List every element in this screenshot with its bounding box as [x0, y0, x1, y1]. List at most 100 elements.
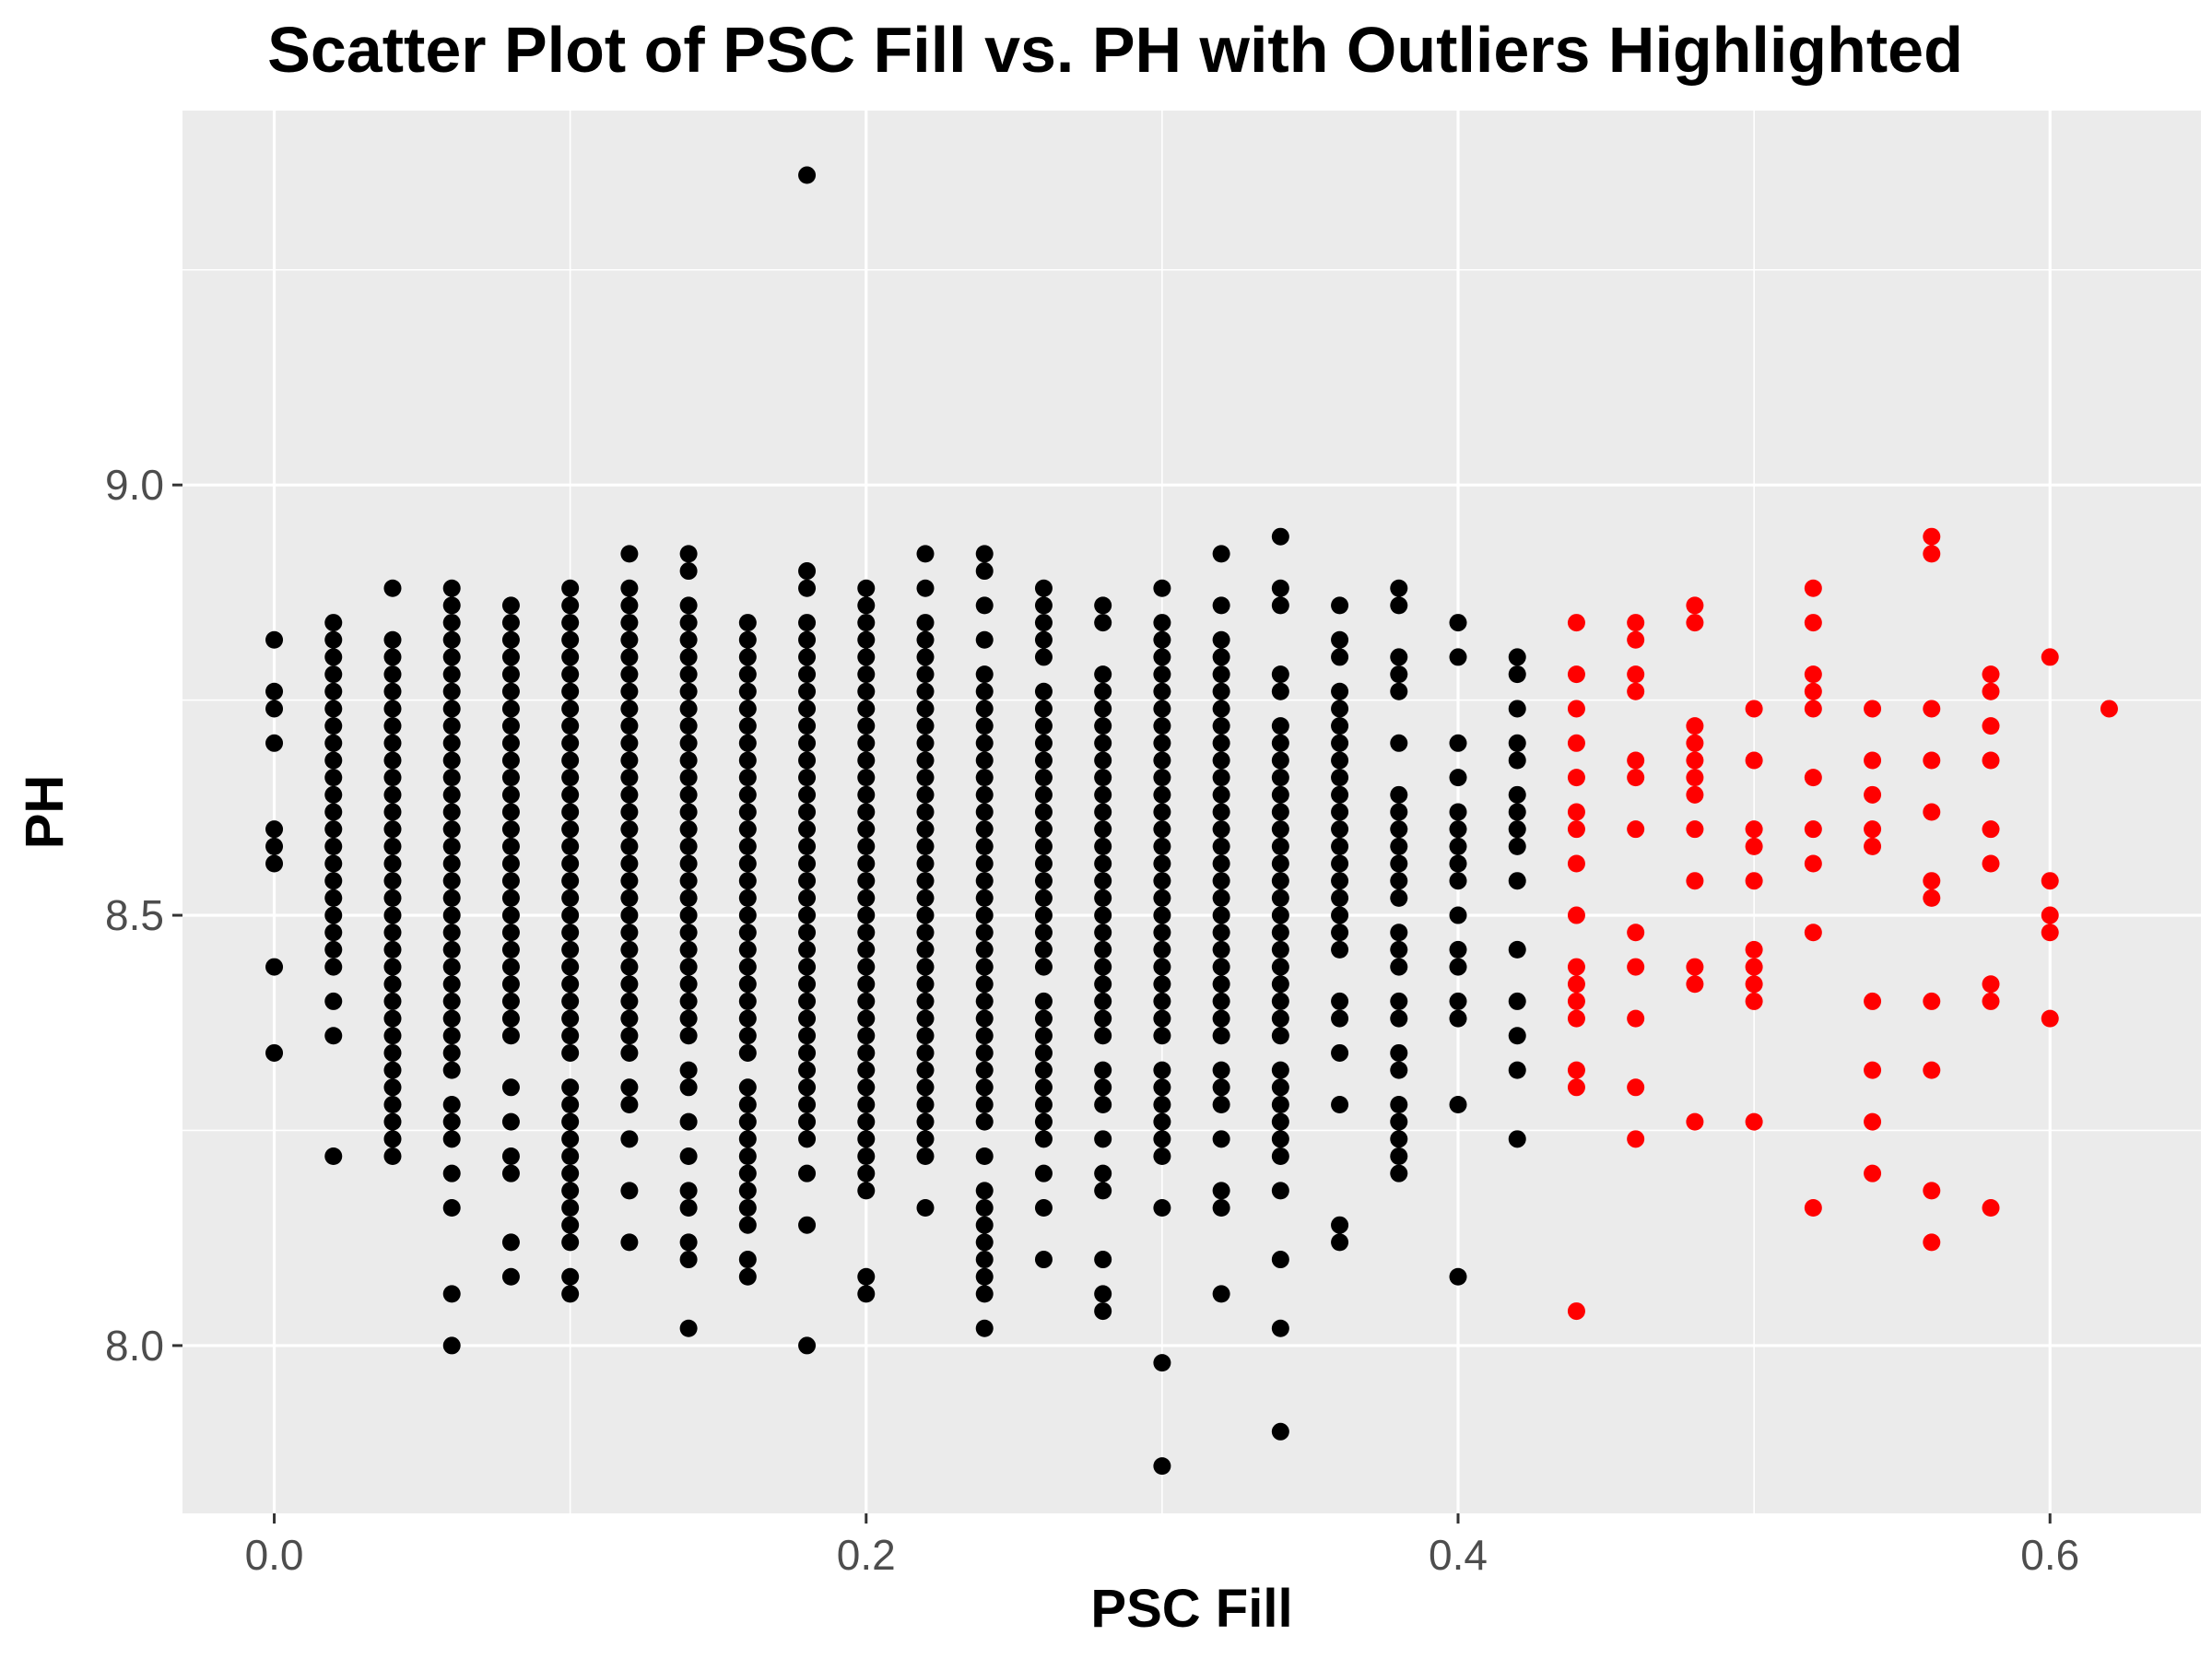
- normal-point: [1271, 1422, 1289, 1441]
- normal-point: [916, 906, 935, 924]
- normal-point: [1271, 596, 1289, 615]
- normal-point: [1034, 717, 1053, 735]
- normal-point: [1449, 803, 1467, 821]
- normal-point: [857, 1182, 876, 1200]
- normal-point: [1212, 1285, 1230, 1303]
- normal-point: [324, 992, 343, 1010]
- normal-point: [620, 803, 639, 821]
- normal-point: [1271, 837, 1289, 855]
- normal-point: [1153, 975, 1171, 994]
- outlier-point: [1627, 820, 1645, 839]
- normal-point: [975, 872, 994, 890]
- normal-point: [679, 665, 698, 684]
- normal-point: [1212, 769, 1230, 787]
- normal-point: [324, 769, 343, 787]
- normal-point: [738, 1095, 757, 1113]
- outlier-point: [1982, 854, 2000, 873]
- normal-point: [265, 630, 284, 649]
- normal-point: [916, 769, 935, 787]
- outlier-point: [1745, 1112, 1763, 1131]
- normal-point: [916, 837, 935, 855]
- normal-point: [857, 717, 876, 735]
- grid-minor: [182, 111, 2201, 1513]
- outlier-point: [1982, 992, 2000, 1010]
- normal-point: [442, 665, 461, 684]
- normal-point: [798, 751, 817, 770]
- normal-point: [324, 751, 343, 770]
- normal-point: [1271, 940, 1289, 959]
- normal-point: [501, 614, 520, 632]
- normal-point: [324, 630, 343, 649]
- normal-point: [1094, 992, 1112, 1010]
- normal-point: [1212, 872, 1230, 890]
- normal-point: [738, 940, 757, 959]
- normal-point: [1271, 1251, 1289, 1269]
- normal-point: [1094, 751, 1112, 770]
- normal-point: [501, 682, 520, 700]
- normal-point: [798, 717, 817, 735]
- normal-point: [916, 751, 935, 770]
- normal-point: [1212, 1078, 1230, 1097]
- normal-point: [383, 751, 402, 770]
- normal-point: [798, 579, 817, 597]
- outlier-point: [1745, 751, 1763, 770]
- normal-point: [916, 1043, 935, 1062]
- outlier-point: [1627, 665, 1645, 684]
- normal-point: [1449, 837, 1467, 855]
- normal-point: [1212, 665, 1230, 684]
- normal-point: [1212, 717, 1230, 735]
- normal-point: [1508, 700, 1526, 718]
- outlier-point: [1745, 975, 1763, 994]
- normal-point: [620, 975, 639, 994]
- normal-point: [383, 888, 402, 907]
- outlier-point: [1686, 958, 1704, 976]
- normal-point: [383, 1095, 402, 1113]
- normal-point: [442, 992, 461, 1010]
- normal-point: [1212, 940, 1230, 959]
- normal-point: [1449, 614, 1467, 632]
- normal-point: [975, 751, 994, 770]
- normal-point: [1331, 924, 1349, 942]
- normal-point: [857, 1112, 876, 1131]
- normal-point: [1271, 1078, 1289, 1097]
- normal-point: [561, 837, 580, 855]
- normal-point: [501, 872, 520, 890]
- normal-point: [620, 717, 639, 735]
- normal-point: [679, 1319, 698, 1337]
- normal-point: [1034, 1112, 1053, 1131]
- normal-point: [1212, 1199, 1230, 1218]
- normal-point: [1212, 700, 1230, 718]
- normal-point: [1508, 665, 1526, 684]
- normal-point: [1271, 682, 1289, 700]
- normal-point: [1094, 1182, 1112, 1200]
- normal-point: [798, 769, 817, 787]
- outlier-point: [1627, 769, 1645, 787]
- normal-point: [798, 820, 817, 839]
- normal-point: [1094, 700, 1112, 718]
- normal-point: [975, 1009, 994, 1028]
- outlier-point: [1804, 682, 1822, 700]
- normal-point: [738, 992, 757, 1010]
- normal-point: [1153, 803, 1171, 821]
- normal-point: [1034, 854, 1053, 873]
- normal-point: [916, 545, 935, 563]
- normal-point: [916, 1199, 935, 1218]
- outlier-point: [1923, 545, 1941, 563]
- normal-point: [442, 717, 461, 735]
- normal-point: [1034, 630, 1053, 649]
- normal-point: [442, 906, 461, 924]
- normal-point: [442, 803, 461, 821]
- normal-point: [679, 1027, 698, 1045]
- normal-point: [561, 1147, 580, 1165]
- normal-point: [1271, 1319, 1289, 1337]
- normal-point: [1153, 1095, 1171, 1113]
- outlier-point: [2041, 648, 2059, 666]
- normal-point: [561, 1164, 580, 1182]
- normal-point: [1153, 924, 1171, 942]
- axis-ticks: [172, 483, 2052, 1524]
- normal-point: [1212, 1182, 1230, 1200]
- normal-point: [738, 820, 757, 839]
- normal-point: [1331, 682, 1349, 700]
- normal-point: [1153, 958, 1171, 976]
